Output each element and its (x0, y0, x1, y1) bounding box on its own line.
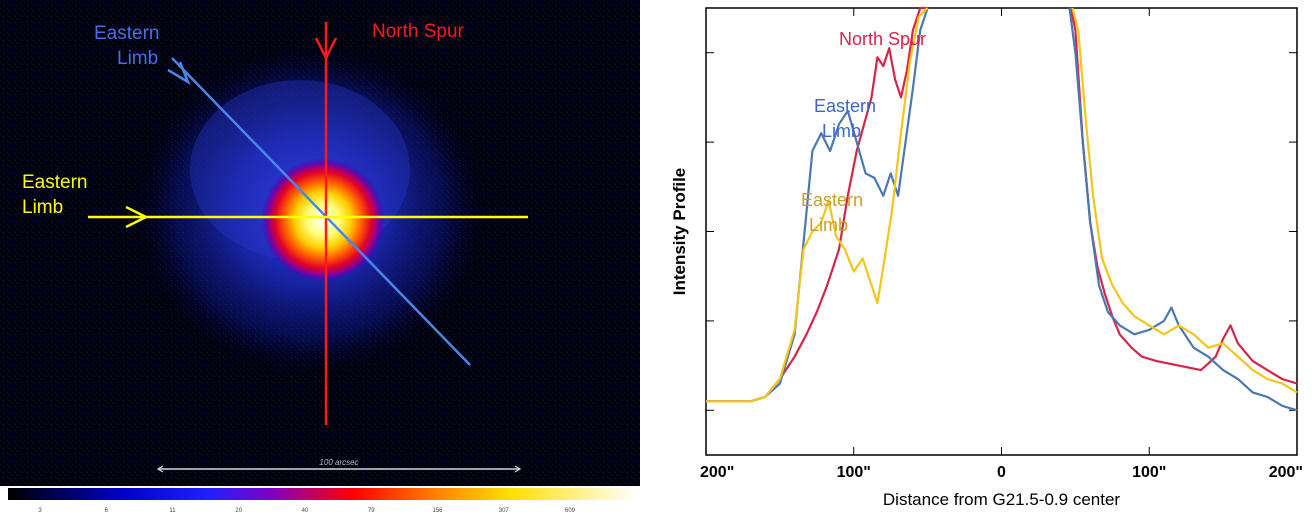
series (706, 7, 1298, 412)
colorbar-tick-label: 6 (105, 508, 109, 514)
y-axis-label: Intensity Profile (670, 168, 689, 296)
colorbar (8, 488, 636, 500)
x-axis-ticks: 200" 100" 0 100" 200" (700, 8, 1303, 481)
x-tick-label: 200" (1269, 464, 1303, 481)
series-line (706, 7, 929, 403)
series-line (1071, 7, 1298, 394)
xray-image-panel: North Spur Eastern Limb Eastern Limb 100… (0, 0, 640, 518)
eastern-limb-blue-label-line2: Limb (117, 48, 158, 69)
x-tick-label: 100" (1132, 464, 1166, 481)
colorbar-tick-label: 20 (235, 508, 242, 514)
eastern-limb-yellow-arrow (125, 205, 149, 229)
eastern-limb-blue-label-line1: Eastern (94, 23, 159, 44)
scale-bar-label: 100 arcsec (319, 458, 358, 467)
series-line (706, 7, 929, 403)
colorbar-tick-label: 11 (169, 508, 176, 514)
eastern-limb-yellow-label-line2: Limb (22, 197, 63, 218)
series (706, 7, 1298, 403)
colorbar-tick-label: 609 (565, 508, 576, 514)
chart-annotation: North Spur (839, 29, 926, 49)
x-tick-label: 200" (700, 464, 734, 481)
plot-frame (705, 7, 1298, 456)
colorbar-tick-label: 79 (368, 508, 375, 514)
x-tick-label: 0 (997, 464, 1006, 481)
series-line (1068, 7, 1298, 412)
north-spur-label: North Spur (372, 21, 465, 42)
chart-annotation: Limb (809, 215, 848, 235)
north-spur-red-arrow (314, 37, 338, 61)
chart-annotation: Limb (822, 121, 861, 141)
series-layer (706, 6, 1298, 412)
eastern-limb-blue-arrow (167, 61, 191, 85)
annotation-layer: North Spur Eastern Limb Eastern Limb (801, 29, 926, 235)
x-tick-label: 100" (837, 464, 871, 481)
chart-annotation: Eastern (801, 190, 863, 210)
x-axis-label: Distance from G21.5-0.9 center (883, 490, 1121, 509)
scale-bar-right-tip (514, 465, 522, 473)
eastern-limb-yellow-label-line1: Eastern (22, 172, 87, 193)
y-axis-ticks (706, 52, 1297, 411)
scale-bar-left-tip (156, 465, 164, 473)
chart-annotation: Eastern (814, 96, 876, 116)
colorbar-tick-label: 3 (38, 508, 42, 514)
colorbar-tick-label: 156 (432, 508, 443, 514)
colorbar-tick-label: 307 (499, 508, 510, 514)
chart-svg: 200" 100" 0 100" 200" North Spur Eastern Limb E… (670, 6, 1303, 509)
eastern-limb-blue-line (171, 57, 471, 366)
xray-image-svg: North Spur Eastern Limb Eastern Limb 100… (0, 0, 640, 514)
colorbar-ticks: 3 6 11 20 40 79 156 307 609 (38, 508, 575, 514)
intensity-profile-chart: 200" 100" 0 100" 200" North Spur Eastern Limb E… (640, 0, 1315, 518)
pulsar-core (261, 158, 385, 282)
colorbar-tick-label: 40 (302, 508, 309, 514)
